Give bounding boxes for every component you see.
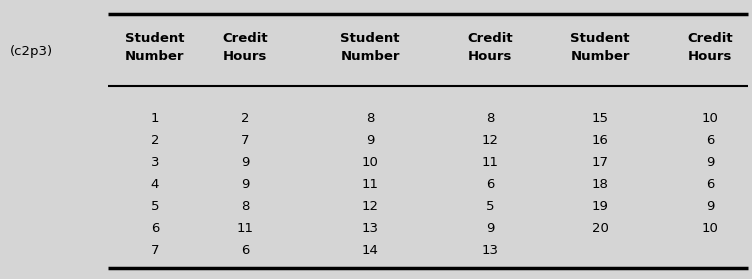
Text: 10: 10 (702, 222, 718, 235)
Text: 10: 10 (362, 155, 378, 169)
Text: 7: 7 (241, 133, 249, 146)
Text: 12: 12 (481, 133, 499, 146)
Text: 20: 20 (592, 222, 608, 235)
Text: 8: 8 (365, 112, 374, 124)
Text: Credit: Credit (687, 32, 732, 45)
Text: 12: 12 (362, 199, 378, 213)
Text: 9: 9 (706, 155, 714, 169)
Text: Student: Student (126, 32, 185, 45)
Text: Credit: Credit (467, 32, 513, 45)
Text: 8: 8 (241, 199, 249, 213)
Text: Hours: Hours (223, 50, 267, 64)
Text: (c2p3): (c2p3) (10, 45, 53, 59)
Text: 6: 6 (241, 244, 249, 256)
Text: 1: 1 (150, 112, 159, 124)
Text: 11: 11 (236, 222, 253, 235)
Text: 9: 9 (365, 133, 374, 146)
Text: 3: 3 (150, 155, 159, 169)
Text: 2: 2 (241, 112, 249, 124)
Text: Hours: Hours (688, 50, 732, 64)
Text: Number: Number (340, 50, 400, 64)
Text: 5: 5 (486, 199, 494, 213)
Text: 7: 7 (150, 244, 159, 256)
Text: 10: 10 (702, 112, 718, 124)
Text: 8: 8 (486, 112, 494, 124)
Text: 6: 6 (151, 222, 159, 235)
Text: 15: 15 (592, 112, 608, 124)
Text: Hours: Hours (468, 50, 512, 64)
Text: 5: 5 (150, 199, 159, 213)
Text: 13: 13 (481, 244, 499, 256)
Text: Number: Number (126, 50, 185, 64)
Text: 19: 19 (592, 199, 608, 213)
Text: 16: 16 (592, 133, 608, 146)
Text: 9: 9 (706, 199, 714, 213)
Text: Student: Student (340, 32, 400, 45)
Text: Student: Student (570, 32, 629, 45)
Text: 2: 2 (150, 133, 159, 146)
Text: 4: 4 (151, 177, 159, 191)
Text: 6: 6 (706, 133, 714, 146)
Text: 9: 9 (241, 177, 249, 191)
Text: 14: 14 (362, 244, 378, 256)
Text: 18: 18 (592, 177, 608, 191)
Text: 9: 9 (486, 222, 494, 235)
Text: Number: Number (570, 50, 629, 64)
Text: 11: 11 (481, 155, 499, 169)
Text: 11: 11 (362, 177, 378, 191)
Text: 13: 13 (362, 222, 378, 235)
Text: 6: 6 (486, 177, 494, 191)
Text: 17: 17 (592, 155, 608, 169)
Text: Credit: Credit (222, 32, 268, 45)
Text: 9: 9 (241, 155, 249, 169)
Text: 6: 6 (706, 177, 714, 191)
